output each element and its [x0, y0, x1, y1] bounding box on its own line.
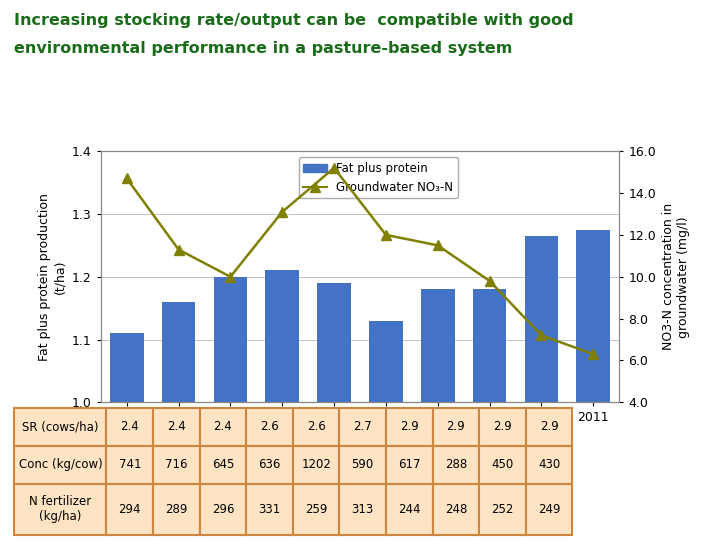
Text: 636: 636: [258, 458, 281, 471]
Text: 450: 450: [491, 458, 513, 471]
Text: Increasing stocking rate/output can be  compatible with good: Increasing stocking rate/output can be c…: [14, 14, 574, 29]
Bar: [318, 283, 351, 540]
Legend: Fat plus protein, Groundwater NO₃-N: Fat plus protein, Groundwater NO₃-N: [299, 157, 458, 198]
Text: 645: 645: [212, 458, 234, 471]
Text: 252: 252: [491, 503, 513, 516]
Text: 244: 244: [398, 503, 420, 516]
Text: 2.4: 2.4: [120, 420, 139, 433]
Bar: [577, 230, 610, 540]
Text: 617: 617: [398, 458, 420, 471]
Text: 741: 741: [119, 458, 141, 471]
Text: 430: 430: [538, 458, 560, 471]
Text: 248: 248: [445, 503, 467, 516]
Text: 294: 294: [119, 503, 141, 516]
Text: 2.9: 2.9: [540, 420, 559, 433]
Bar: [110, 333, 143, 540]
Bar: [369, 321, 402, 540]
Text: 2.6: 2.6: [260, 420, 279, 433]
Text: 249: 249: [538, 503, 560, 516]
Text: Conc (kg/cow): Conc (kg/cow): [19, 458, 102, 471]
Text: 259: 259: [305, 503, 328, 516]
Text: 2.9: 2.9: [493, 420, 512, 433]
Bar: [214, 276, 247, 540]
Text: 2.9: 2.9: [446, 420, 465, 433]
Text: 1202: 1202: [301, 458, 331, 471]
Text: 296: 296: [212, 503, 234, 516]
Y-axis label: Fat plus protein production
(t/ha): Fat plus protein production (t/ha): [38, 193, 66, 361]
Text: 2.9: 2.9: [400, 420, 419, 433]
Text: environmental performance in a pasture-based system: environmental performance in a pasture-b…: [14, 40, 513, 56]
Bar: [266, 271, 299, 540]
Text: 2.4: 2.4: [214, 420, 233, 433]
Text: 331: 331: [258, 503, 281, 516]
Text: 716: 716: [165, 458, 188, 471]
Y-axis label: NO3-N concentration in
groundwater (mg/l): NO3-N concentration in groundwater (mg/l…: [662, 203, 690, 350]
Text: 2.6: 2.6: [307, 420, 325, 433]
Bar: [421, 289, 454, 540]
Text: 288: 288: [445, 458, 467, 471]
Bar: [473, 289, 506, 540]
Text: 289: 289: [165, 503, 187, 516]
Text: SR (cows/ha): SR (cows/ha): [22, 420, 99, 433]
Bar: [525, 236, 558, 540]
Text: N fertilizer
(kg/ha): N fertilizer (kg/ha): [30, 495, 91, 523]
Text: 590: 590: [351, 458, 374, 471]
Bar: [162, 302, 195, 540]
Text: 2.7: 2.7: [354, 420, 372, 433]
Text: 2.4: 2.4: [167, 420, 186, 433]
Text: 313: 313: [351, 503, 374, 516]
